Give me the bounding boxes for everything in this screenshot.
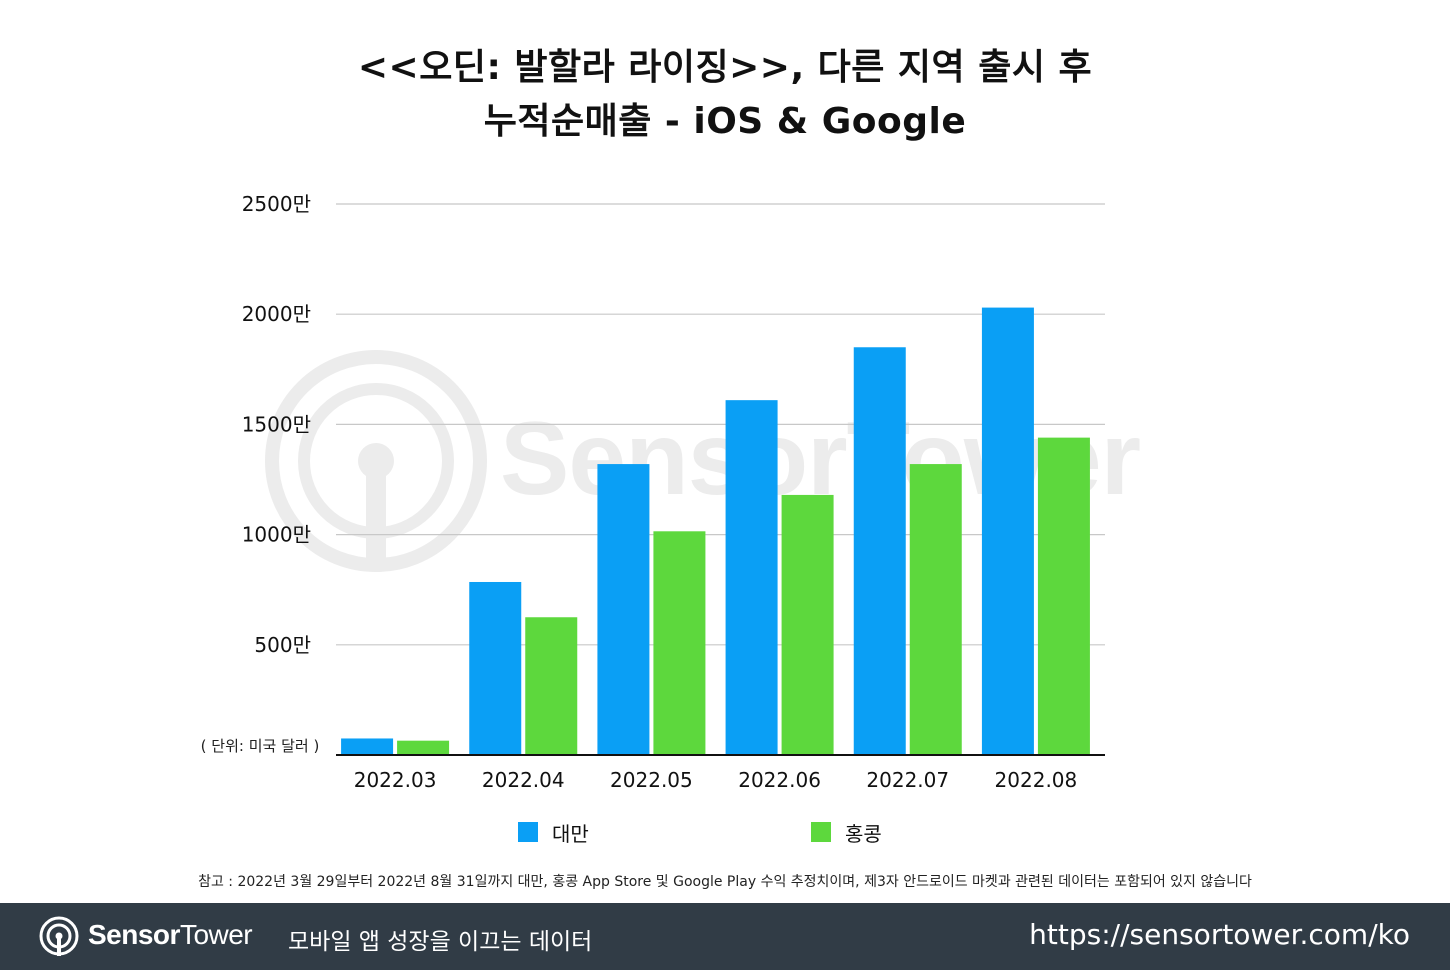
legend-swatch-taiwan (518, 822, 538, 842)
x-tick-label-5: 2022.08 (995, 768, 1078, 792)
unit-note: ( 단위: 미국 달러 ) (200, 737, 320, 755)
bar-hongkong-2022.07 (909, 464, 962, 755)
bar-taiwan-2022.08 (981, 307, 1034, 755)
sensor-tower-logo-icon (39, 916, 79, 956)
footer-brand: SensorTower (88, 919, 253, 951)
y-tick-label-0: 500만 (254, 633, 311, 657)
x-tick-label-2: 2022.05 (610, 768, 693, 792)
chart-title-line-1: <<오딘: 발할라 라이징>>, 다른 지역 출시 후 (357, 47, 1093, 88)
y-tick-label-2: 1500만 (242, 412, 311, 436)
footer-brand-sensor: Sensor (88, 919, 180, 950)
bar-taiwan-2022.06 (725, 400, 778, 755)
bar-taiwan-2022.05 (597, 464, 650, 755)
bar-taiwan-2022.07 (853, 347, 906, 755)
y-tick-label-4: 2500만 (242, 192, 311, 216)
bar-taiwan-2022.03 (341, 738, 394, 755)
x-tick-label-4: 2022.07 (866, 768, 949, 792)
bar-hongkong-2022.06 (781, 494, 834, 755)
footer-brand-tower: Tower (179, 919, 253, 950)
bar-hongkong-2022.05 (653, 531, 706, 755)
footer-url-link[interactable]: https://sensortower.com/ko (1029, 918, 1410, 951)
bar-taiwan-2022.04 (469, 581, 522, 755)
x-tick-label-0: 2022.03 (354, 768, 437, 792)
bar-hongkong-2022.08 (1037, 437, 1090, 755)
gridlines (336, 203, 1105, 646)
footnote: 참고 : 2022년 3월 29일부터 2022년 8월 31일까지 대만, 홍… (198, 874, 1252, 890)
y-tick-label-1: 1000만 (242, 523, 311, 547)
footer-slogan: 모바일 앱 성장을 이끄는 데이터 (288, 929, 593, 955)
sensor-tower-watermark-icon (265, 350, 487, 572)
footer-bar: SensorTower 모바일 앱 성장을 이끄는 데이터 https://se… (0, 903, 1450, 970)
bar-hongkong-2022.03 (397, 740, 450, 755)
bars (341, 307, 1090, 755)
x-axis-tick-labels: 2022.03 2022.04 2022.05 2022.06 2022.07 2022.… (354, 768, 1078, 792)
y-axis-tick-labels: 500만 1000만 1500만 2000만 2500만 (242, 192, 311, 657)
chart-title-line-2: 누적순매출 - iOS & Google (483, 101, 967, 142)
legend-label-taiwan: 대만 (552, 822, 589, 846)
x-tick-label-1: 2022.04 (482, 768, 565, 792)
bar-hongkong-2022.04 (525, 617, 578, 755)
legend-swatch-hongkong (811, 822, 831, 842)
legend-label-hongkong: 홍콩 (845, 822, 882, 846)
x-tick-label-3: 2022.06 (738, 768, 821, 792)
y-tick-label-3: 2000만 (242, 302, 311, 326)
